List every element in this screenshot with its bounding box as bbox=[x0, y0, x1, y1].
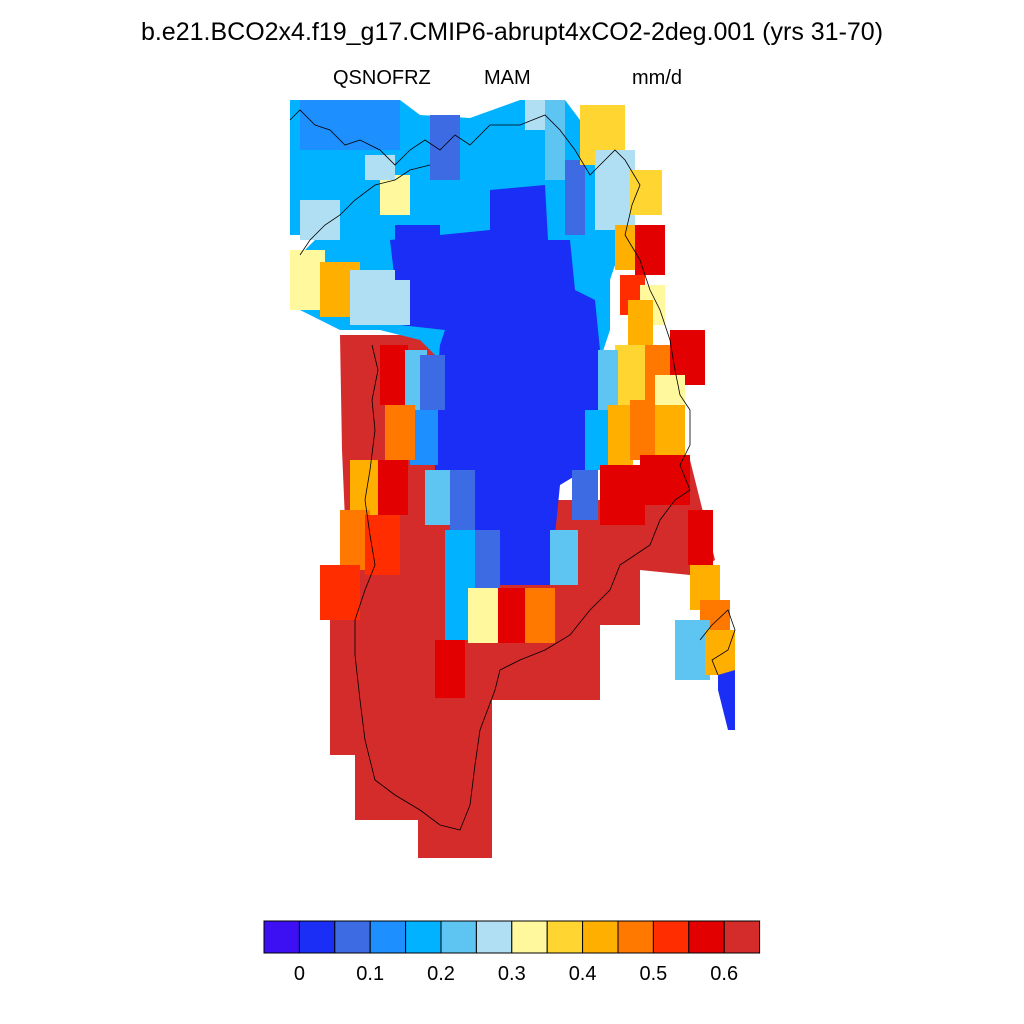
map-cell bbox=[585, 410, 610, 470]
colorbar-swatch bbox=[582, 920, 619, 954]
plot-title: b.e21.BCO2x4.f19_g17.CMIP6-abrupt4xCO2-2… bbox=[140, 18, 884, 46]
map-cell bbox=[360, 100, 400, 150]
map-cell bbox=[640, 455, 690, 505]
map-cell bbox=[565, 160, 585, 235]
map-cell bbox=[380, 345, 408, 405]
map-cell bbox=[420, 355, 445, 410]
map-cell bbox=[468, 588, 498, 643]
variable-label: QSNOFRZ bbox=[333, 67, 431, 89]
map-cell bbox=[380, 175, 410, 215]
map-cell bbox=[688, 510, 713, 565]
map-cell bbox=[525, 100, 545, 130]
colorbar-tick-label: 0.3 bbox=[498, 963, 526, 985]
colorbar-tick-label: 0.5 bbox=[639, 963, 667, 985]
map-cell bbox=[630, 400, 655, 460]
colorbar-tick-label: 0.1 bbox=[356, 963, 384, 985]
map-cell bbox=[615, 345, 645, 405]
map-cell bbox=[675, 620, 710, 680]
colorbar-swatch bbox=[334, 920, 371, 954]
map-cell bbox=[498, 588, 526, 643]
map-cell bbox=[425, 470, 450, 525]
colorbar-tick-label: 0.2 bbox=[427, 963, 455, 985]
colorbar-swatch bbox=[511, 920, 548, 954]
colorbar-swatch bbox=[723, 920, 761, 954]
map-cell bbox=[290, 250, 325, 310]
map-cell bbox=[525, 588, 555, 643]
map-cell bbox=[300, 200, 340, 240]
colorbar-swatch bbox=[440, 920, 477, 954]
colorbar-tick-label: 0.6 bbox=[710, 963, 738, 985]
map-cell bbox=[385, 405, 415, 460]
map-cell bbox=[320, 565, 360, 620]
map-cell bbox=[395, 225, 440, 280]
map-cell bbox=[572, 470, 598, 520]
map-cell bbox=[435, 640, 465, 698]
colorbar-swatch bbox=[475, 920, 513, 954]
map-cell bbox=[600, 465, 645, 525]
map-region-core bbox=[390, 185, 605, 585]
colorbar-swatch bbox=[405, 920, 442, 954]
map-cell bbox=[718, 670, 735, 730]
map-cell bbox=[628, 300, 653, 345]
coastline bbox=[289, 109, 691, 831]
colorbar-swatch bbox=[617, 920, 654, 954]
map-cell bbox=[365, 155, 395, 180]
colorbar-swatch bbox=[688, 920, 725, 954]
map-cell bbox=[365, 515, 400, 575]
map-cell bbox=[475, 530, 500, 590]
colorbar-swatch bbox=[263, 920, 300, 954]
colorbar-tick-label: 0.4 bbox=[569, 963, 597, 985]
map-cell bbox=[290, 160, 330, 200]
map-cell bbox=[378, 460, 408, 515]
units-label: mm/d bbox=[632, 67, 682, 89]
map-cell bbox=[598, 350, 618, 410]
map-cell bbox=[705, 630, 735, 675]
map-cell bbox=[450, 470, 475, 530]
map-cell bbox=[430, 115, 460, 180]
map-cell bbox=[608, 405, 633, 465]
colorbar-swatch bbox=[652, 920, 690, 954]
colorbar-tick-label: 0 bbox=[294, 963, 305, 985]
colorbar-swatch bbox=[298, 920, 336, 954]
map-cell bbox=[655, 405, 685, 460]
map-cell bbox=[300, 100, 360, 150]
coastline-west bbox=[299, 164, 431, 256]
map-cell bbox=[635, 225, 665, 275]
colorbar-swatch bbox=[546, 920, 584, 954]
map-cell bbox=[550, 530, 578, 585]
coastline-east bbox=[699, 609, 736, 676]
season-label: MAM bbox=[484, 67, 531, 89]
colorbar-swatch bbox=[369, 920, 407, 954]
map-cell bbox=[350, 460, 380, 515]
